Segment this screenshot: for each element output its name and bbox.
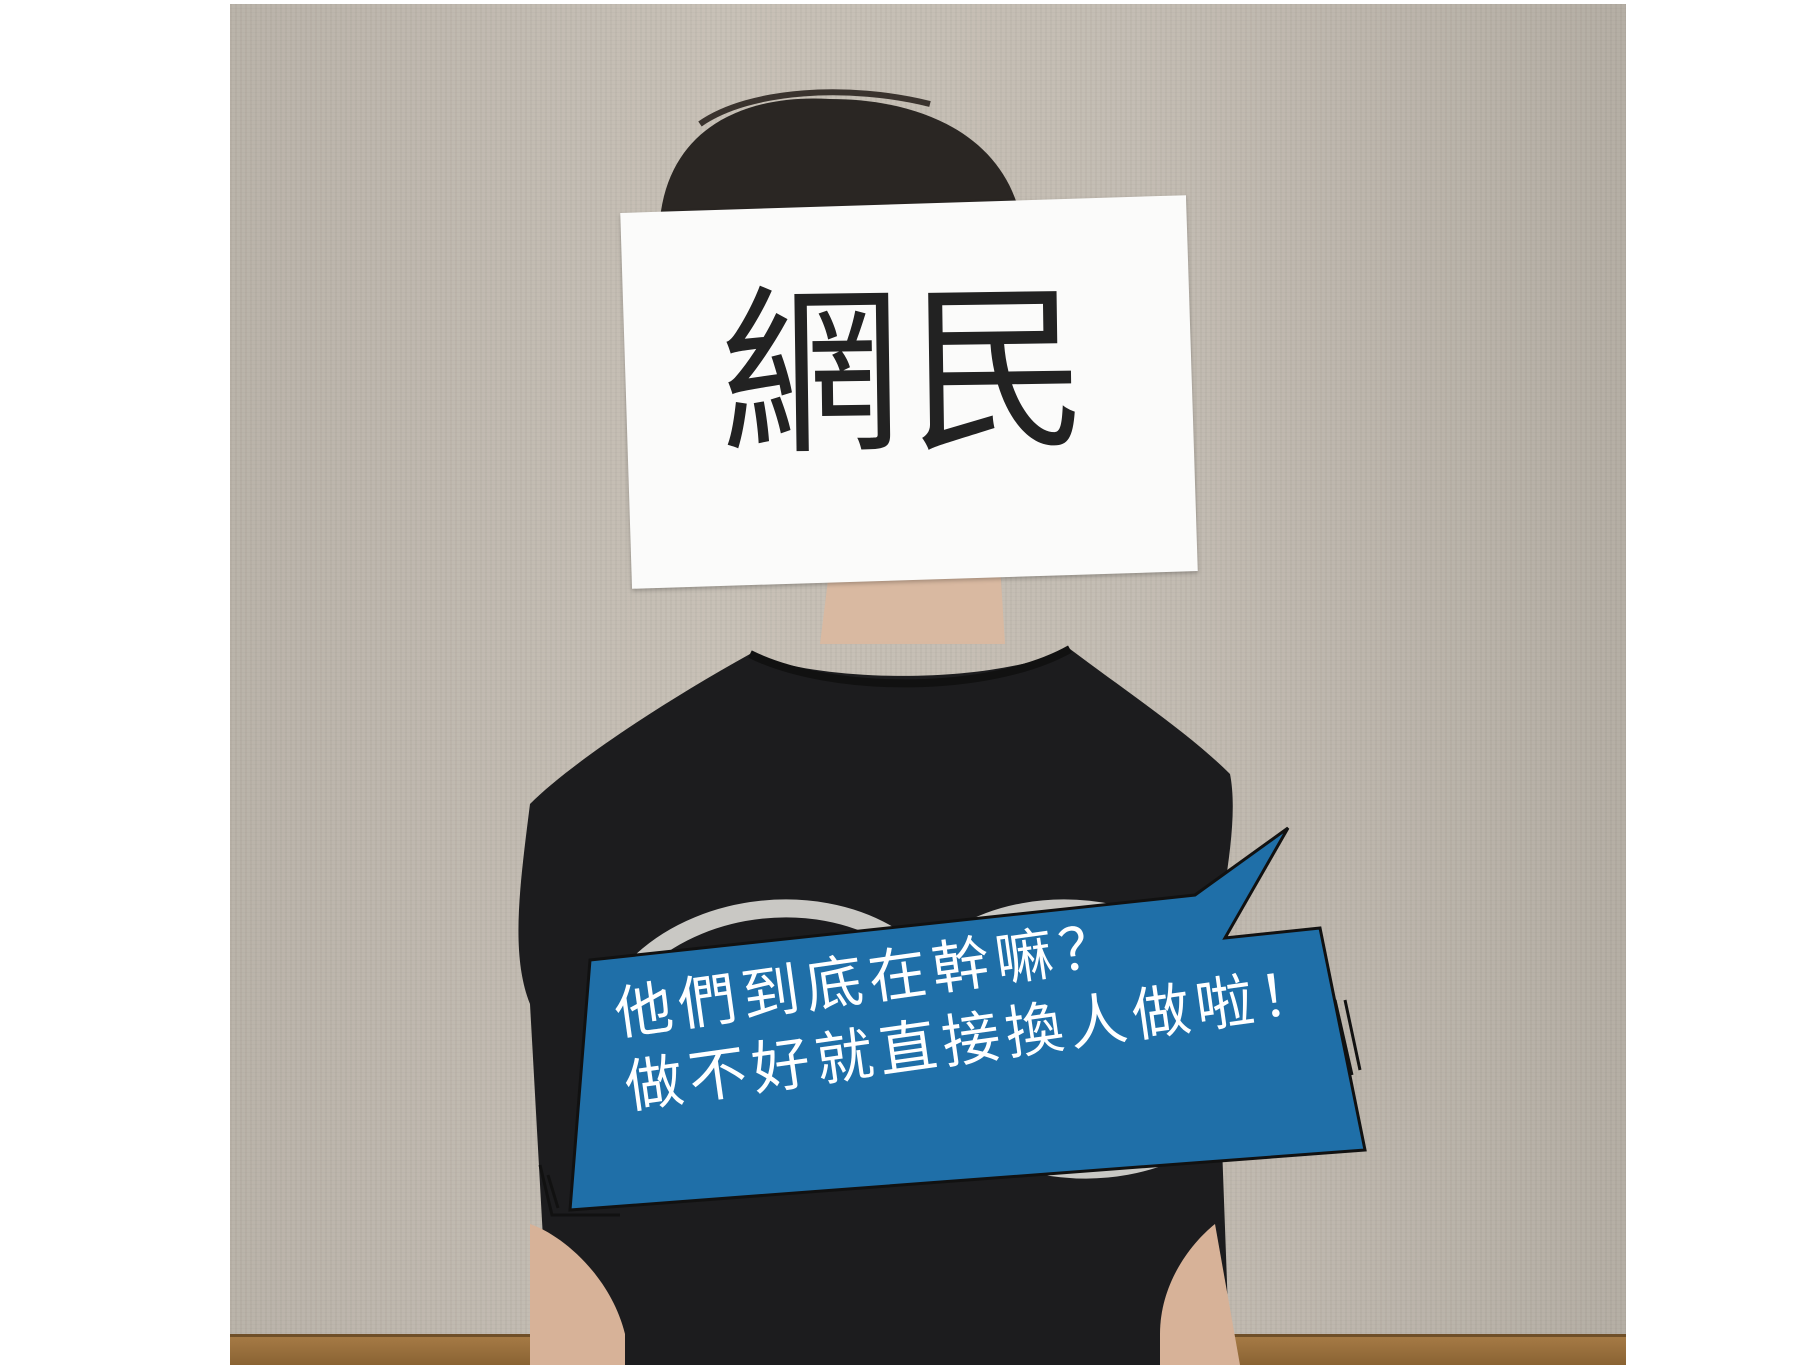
speech-bubble-shape	[568, 826, 1367, 1212]
hair	[660, 98, 1020, 234]
neck	[820, 564, 1005, 644]
left-arm	[530, 1224, 625, 1365]
accent-marks	[538, 999, 1362, 1217]
right-arm	[1160, 1224, 1240, 1365]
